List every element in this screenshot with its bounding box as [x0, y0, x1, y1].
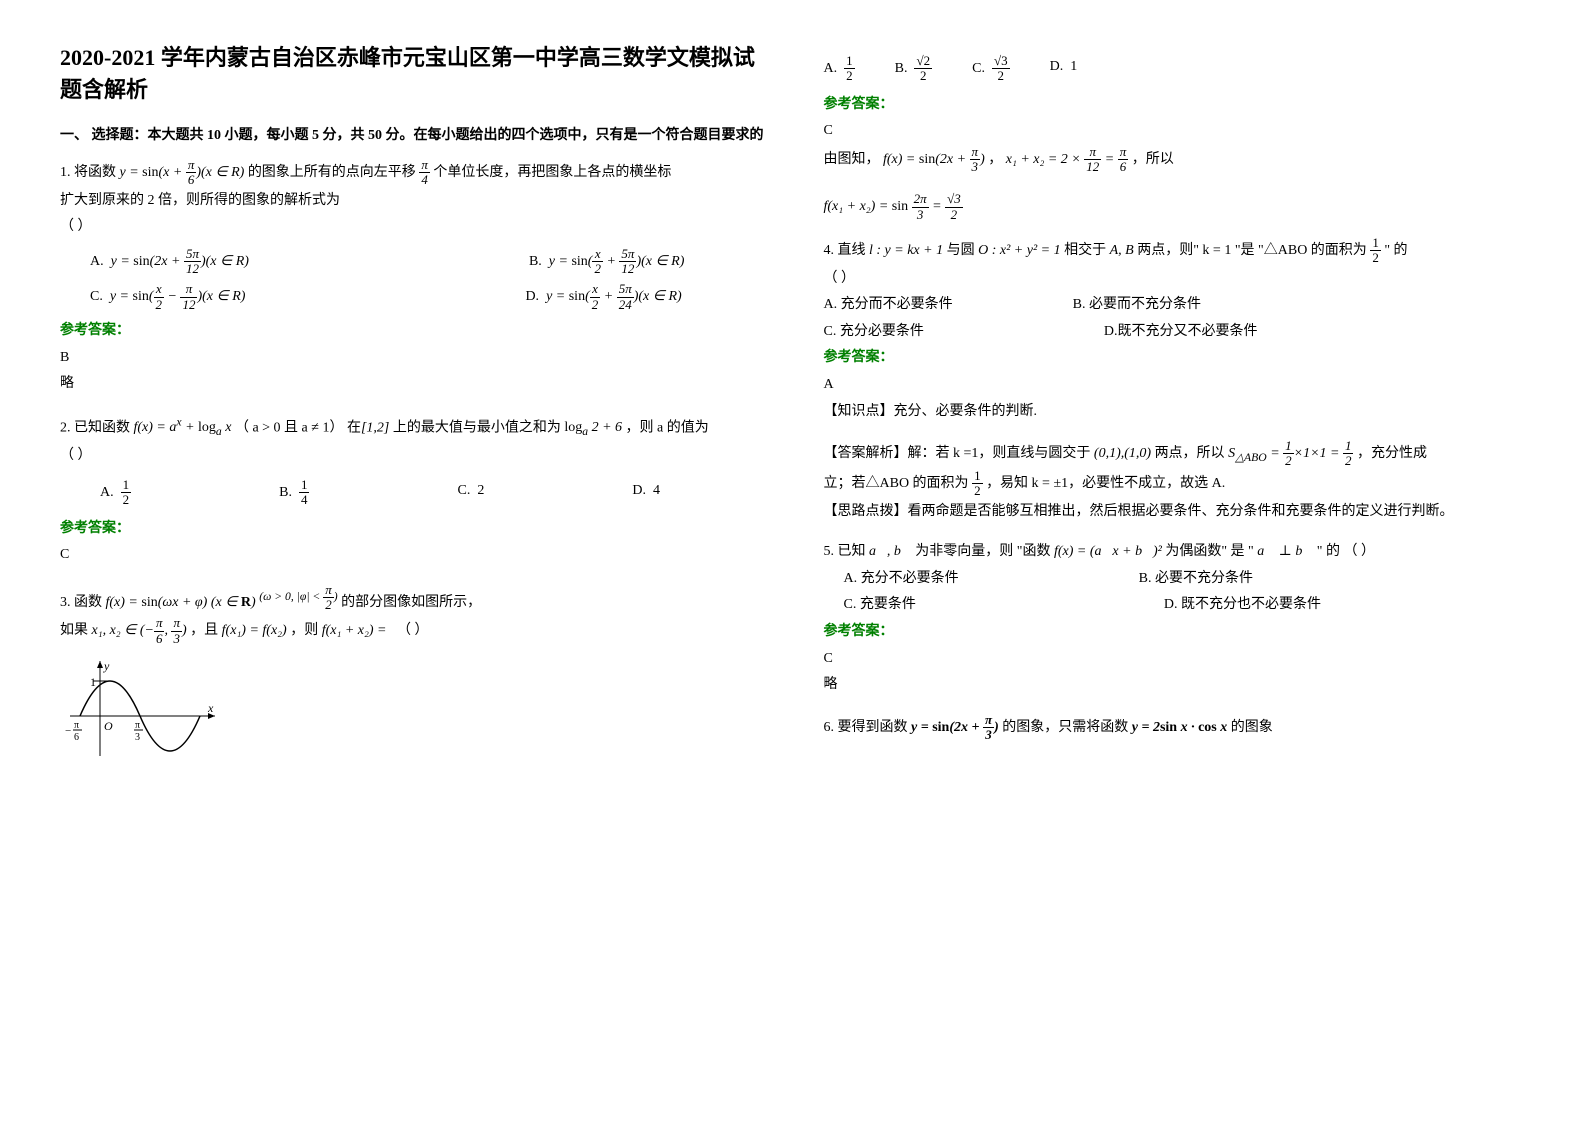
q3-line2b: ，且: [190, 623, 218, 638]
q4-option-c: C. 充分必要条件: [824, 319, 924, 346]
left-column: 2020-2021 学年内蒙古自治区赤峰市元宝山区第一中学高三数学文模拟试题含解…: [60, 40, 764, 780]
section-1-intro: 一、 选择题：本大题共 10 小题，每小题 5 分，共 50 分。在每小题给出的…: [60, 124, 764, 144]
q4-exp2-pre: 立；若△ABO 的面积为: [824, 476, 969, 491]
q4-answer: A: [824, 372, 1528, 399]
q3-option-b: B. √22: [895, 54, 932, 84]
q3-graph: 1 y x O − π 6 π 3: [60, 656, 220, 766]
q6-prefix: 6. 要得到函数: [824, 720, 908, 735]
q4-paren: （ ）: [824, 266, 1528, 293]
answer-label: 参考答案：: [824, 619, 1528, 646]
q4-mid1: 与圆: [947, 243, 975, 258]
q4-option-a: A. 充分而不必要条件: [824, 292, 953, 319]
q5-option-c: C. 充要条件: [844, 592, 916, 619]
q1-mid2: 个单位长度，再把图象上各点的横坐标: [433, 165, 671, 180]
q2-tail: ，则 a 的值为: [626, 420, 709, 435]
q2-cond: （ a > 0 且 a ≠ 1）: [235, 420, 344, 435]
q1-mid1: 的图象上所有的点向左平移: [248, 165, 416, 180]
answer-label: 参考答案：: [824, 92, 1528, 119]
q1-option-a: A. y = sin(2x + 5π12)(x ∈ R): [90, 247, 249, 277]
q4-tail: " 的: [1384, 243, 1407, 258]
q3-exp1-tail: ，所以: [1132, 152, 1174, 167]
q3-exp1-pre: 由图知，: [824, 152, 880, 167]
q3-paren: （ ）: [397, 623, 429, 638]
graph-y-label: y: [103, 659, 110, 673]
answer-label: 参考答案：: [824, 345, 1528, 372]
answer-label: 参考答案：: [60, 516, 764, 543]
q3-option-a: A. 12: [824, 54, 855, 84]
q3-answer: C: [824, 118, 1528, 145]
q2-paren: （ ）: [60, 443, 764, 470]
q4-mid2: 相交于: [1064, 243, 1106, 258]
svg-text:3: 3: [135, 732, 140, 743]
q3-option-d: D. 1: [1050, 54, 1078, 84]
problem-3-continued: A. 12 B. √22 C. √32 D. 1 参考答案： C 由图知， f(…: [824, 54, 1528, 222]
q5-explain: 略: [824, 672, 1528, 699]
q4-tip: 【思路点拨】看两命题是否能够互相推出，然后根据必要条件、充分条件和充要条件的定义…: [824, 499, 1528, 526]
q5-mid1: 为非零向量，则 "函数: [915, 544, 1050, 559]
q2-option-a: A. 12: [100, 478, 131, 508]
q4-prefix: 4. 直线: [824, 243, 866, 258]
graph-tick-neg: −: [65, 725, 71, 737]
q2-option-b: B. 14: [279, 478, 309, 508]
page-container: 2020-2021 学年内蒙古自治区赤峰市元宝山区第一中学高三数学文模拟试题含解…: [60, 40, 1527, 780]
q1-option-c: C. y = sin(x2 − π12)(x ∈ R): [90, 282, 245, 312]
q2-option-d: D. 4: [632, 478, 660, 508]
q3-tail: 的部分图像如图所示，: [341, 595, 481, 610]
q5-option-a: A. 充分不必要条件: [844, 566, 959, 593]
q6-tail: 的图象: [1231, 720, 1273, 735]
q5-answer: C: [824, 646, 1528, 673]
q4-exp1-tail: ，充分性成: [1357, 446, 1427, 461]
q5-option-b: B. 必要不充分条件: [1139, 566, 1253, 593]
q5-tail: " 的 （ ）: [1317, 544, 1375, 559]
q4-option-b: B. 必要而不充分条件: [1073, 292, 1201, 319]
q5-mid2: 为偶函数" 是 ": [1165, 544, 1253, 559]
svg-text:6: 6: [74, 732, 79, 743]
graph-x-label: x: [207, 701, 214, 715]
q1-option-b: B. y = sin(x2 + 5π12)(x ∈ R): [529, 247, 684, 277]
q2-option-c: C. 2: [458, 478, 485, 508]
problem-2: 2. 已知函数 f(x) = ax + loga x （ a > 0 且 a ≠…: [60, 412, 764, 569]
svg-text:π: π: [135, 720, 140, 731]
q3-option-c: C. √32: [972, 54, 1009, 84]
problem-6: 6. 要得到函数 y = sin(2x + π3) 的图象，只需将函数 y = …: [824, 713, 1528, 743]
q1-prefix: 1. 将函数: [60, 165, 116, 180]
q3-line2c: ，则: [290, 623, 318, 638]
q5-prefix: 5. 已知: [824, 544, 866, 559]
graph-amp-label: 1: [90, 675, 96, 689]
q4-exp2-mid: ，易知 k = ±1，必要性不成立，故选 A.: [986, 476, 1225, 491]
svg-text:π: π: [74, 720, 79, 731]
q3-prefix: 3. 函数: [60, 595, 102, 610]
right-column: A. 12 B. √22 C. √32 D. 1 参考答案： C 由图知， f(…: [824, 40, 1528, 780]
q2-answer: C: [60, 542, 764, 569]
q4-mid3: 两点，则" k = 1 "是 "△ABO 的面积为: [1137, 243, 1367, 258]
problem-1: 1. 将函数 y = sin(x + π6)(x ∈ R) 的图象上所有的点向左…: [60, 158, 764, 398]
q1-option-d: D. y = sin(x2 + 5π24)(x ∈ R): [525, 282, 681, 312]
q3-line2a: 如果: [60, 623, 88, 638]
q2-prefix: 2. 已知函数: [60, 420, 130, 435]
q4-kp: 【知识点】充分、必要条件的判断.: [824, 399, 1528, 426]
document-title: 2020-2021 学年内蒙古自治区赤峰市元宝山区第一中学高三数学文模拟试题含解…: [60, 40, 764, 104]
problem-5: 5. 已知 a⃗, b⃗ 为非零向量，则 "函数 f(x) = (a⃗x + b…: [824, 539, 1528, 699]
q4-exp1-pre: 【答案解析】解：若 k =1，则直线与圆交于: [824, 446, 1091, 461]
q6-mid: 的图象，只需将函数: [1002, 720, 1128, 735]
problem-4: 4. 直线 l : y = kx + 1 与圆 O : x² + y² = 1 …: [824, 236, 1528, 525]
q1-answer: B: [60, 345, 764, 372]
q4-exp1-mid: 两点，所以: [1155, 446, 1225, 461]
q1-paren: （ ）: [60, 214, 764, 241]
q1-explain: 略: [60, 371, 764, 398]
q1-line2: 扩大到原来的 2 倍，则所得的图象的解析式为: [60, 188, 764, 215]
graph-origin: O: [104, 719, 113, 733]
problem-3: 3. 函数 f(x) = sin(ωx + φ) (x ∈ R) (ω > 0,…: [60, 583, 764, 766]
q3-exp1-mid: ，: [988, 152, 1002, 167]
answer-label: 参考答案：: [60, 318, 764, 345]
q2-mid: 上的最大值与最小值之和为: [393, 420, 561, 435]
q4-option-d: D.既不充分又不必要条件: [1104, 319, 1258, 346]
q5-option-d: D. 既不充分也不必要条件: [1164, 592, 1321, 619]
